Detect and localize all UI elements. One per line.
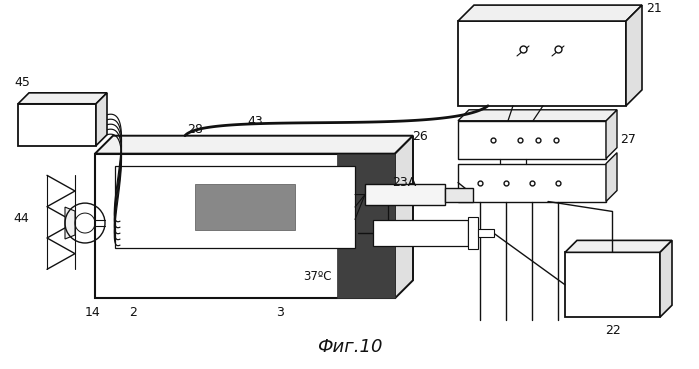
Bar bbox=[478, 230, 494, 237]
Polygon shape bbox=[606, 110, 617, 159]
Polygon shape bbox=[65, 207, 75, 239]
Polygon shape bbox=[18, 93, 107, 104]
Text: 22: 22 bbox=[605, 324, 621, 337]
Polygon shape bbox=[395, 136, 413, 298]
Bar bbox=[337, 154, 395, 298]
Text: 43: 43 bbox=[247, 115, 263, 128]
Text: 26: 26 bbox=[412, 130, 428, 143]
Text: 28: 28 bbox=[187, 123, 203, 136]
Bar bbox=[468, 217, 478, 249]
Polygon shape bbox=[660, 240, 672, 317]
Bar bbox=[195, 183, 295, 230]
Bar bbox=[565, 252, 660, 317]
Bar bbox=[458, 163, 606, 201]
Polygon shape bbox=[458, 5, 642, 21]
Text: 45: 45 bbox=[14, 76, 30, 89]
Polygon shape bbox=[626, 5, 642, 106]
Text: Фиг.10: Фиг.10 bbox=[317, 338, 382, 356]
Polygon shape bbox=[606, 153, 617, 201]
Text: 23A: 23A bbox=[392, 176, 416, 189]
Bar bbox=[458, 121, 606, 159]
Text: 3: 3 bbox=[276, 306, 284, 319]
Text: 21: 21 bbox=[646, 1, 662, 15]
Bar bbox=[458, 21, 626, 106]
Text: 14: 14 bbox=[85, 306, 101, 319]
Bar bbox=[95, 154, 395, 298]
Bar bbox=[18, 104, 96, 146]
Polygon shape bbox=[565, 240, 672, 252]
Polygon shape bbox=[96, 93, 107, 146]
Text: 37ºC: 37ºC bbox=[303, 270, 331, 283]
Polygon shape bbox=[458, 110, 617, 121]
Text: 2: 2 bbox=[129, 306, 137, 319]
Text: 44: 44 bbox=[13, 211, 29, 225]
Bar bbox=[115, 166, 355, 248]
Bar bbox=[373, 220, 468, 246]
Bar bbox=[445, 187, 473, 201]
Bar bbox=[365, 183, 445, 206]
Polygon shape bbox=[95, 136, 413, 154]
Text: 27: 27 bbox=[620, 133, 636, 146]
